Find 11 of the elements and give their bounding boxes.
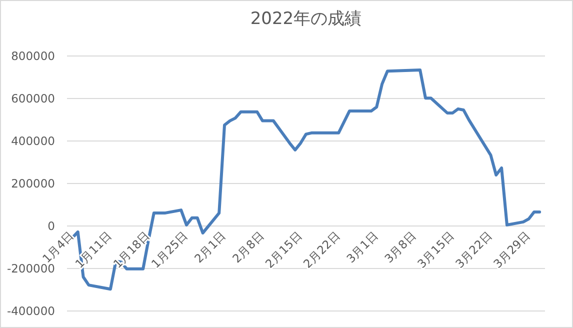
chart-title: 2022年の成績 <box>250 9 362 29</box>
y-tick-label: -400000 <box>6 304 55 318</box>
y-tick-label: 800000 <box>11 49 55 63</box>
y-tick-label: 600000 <box>11 92 55 106</box>
y-tick-label: 400000 <box>11 134 55 148</box>
y-tick-label: 0 <box>48 219 55 233</box>
y-tick-label: -200000 <box>6 262 55 276</box>
x-tick-label: 2月22日 <box>300 228 343 271</box>
x-tick-label: 2月1日 <box>192 228 229 266</box>
x-tick-label: 3月1日 <box>344 228 381 266</box>
y-tick-label: 200000 <box>11 176 55 190</box>
